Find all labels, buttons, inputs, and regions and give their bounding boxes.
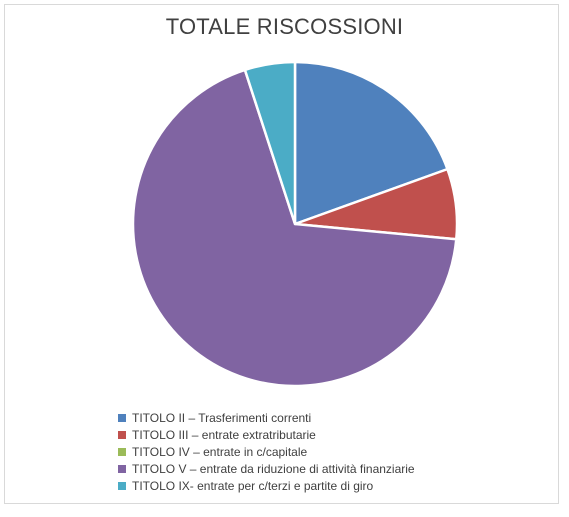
pie-slice-titolo-v (131, 68, 458, 388)
legend-label-titolo-iv: TITOLO IV – entrate in c/capitale (132, 444, 308, 459)
legend-swatch-titolo-ii (118, 413, 126, 422)
legend-swatch-titolo-v (118, 464, 126, 473)
legend-swatch-titolo-iii (118, 430, 126, 439)
legend-label-titolo-iii: TITOLO III – entrate extratributarie (132, 427, 316, 442)
legend-item-titolo-ix: TITOLO IX- entrate per c/terzi e partite… (118, 477, 415, 494)
pie-slice-titolo-ix (243, 60, 297, 226)
legend-item-titolo-v: TITOLO V – entrate da riduzione di attiv… (118, 460, 415, 477)
chart-title: TOTALE RISCOSSIONI (165, 14, 404, 39)
legend-item-titolo-iv: TITOLO IV – entrate in c/capitale (118, 443, 415, 460)
legend-swatch-titolo-iv (118, 447, 126, 456)
chart-legend: TITOLO II – Trasferimenti correnti TITOL… (118, 409, 415, 494)
legend-label-titolo-v: TITOLO V – entrate da riduzione di attiv… (132, 461, 415, 476)
pie-slice-titolo-ii (293, 60, 449, 226)
legend-item-titolo-ii: TITOLO II – Trasferimenti correnti (118, 409, 415, 426)
legend-label-titolo-ii: TITOLO II – Trasferimenti correnti (132, 410, 312, 425)
legend-label-titolo-ix: TITOLO IX- entrate per c/terzi e partite… (132, 478, 374, 493)
legend-item-titolo-iii: TITOLO III – entrate extratributarie (118, 426, 415, 443)
legend-swatch-titolo-ix (118, 481, 126, 490)
